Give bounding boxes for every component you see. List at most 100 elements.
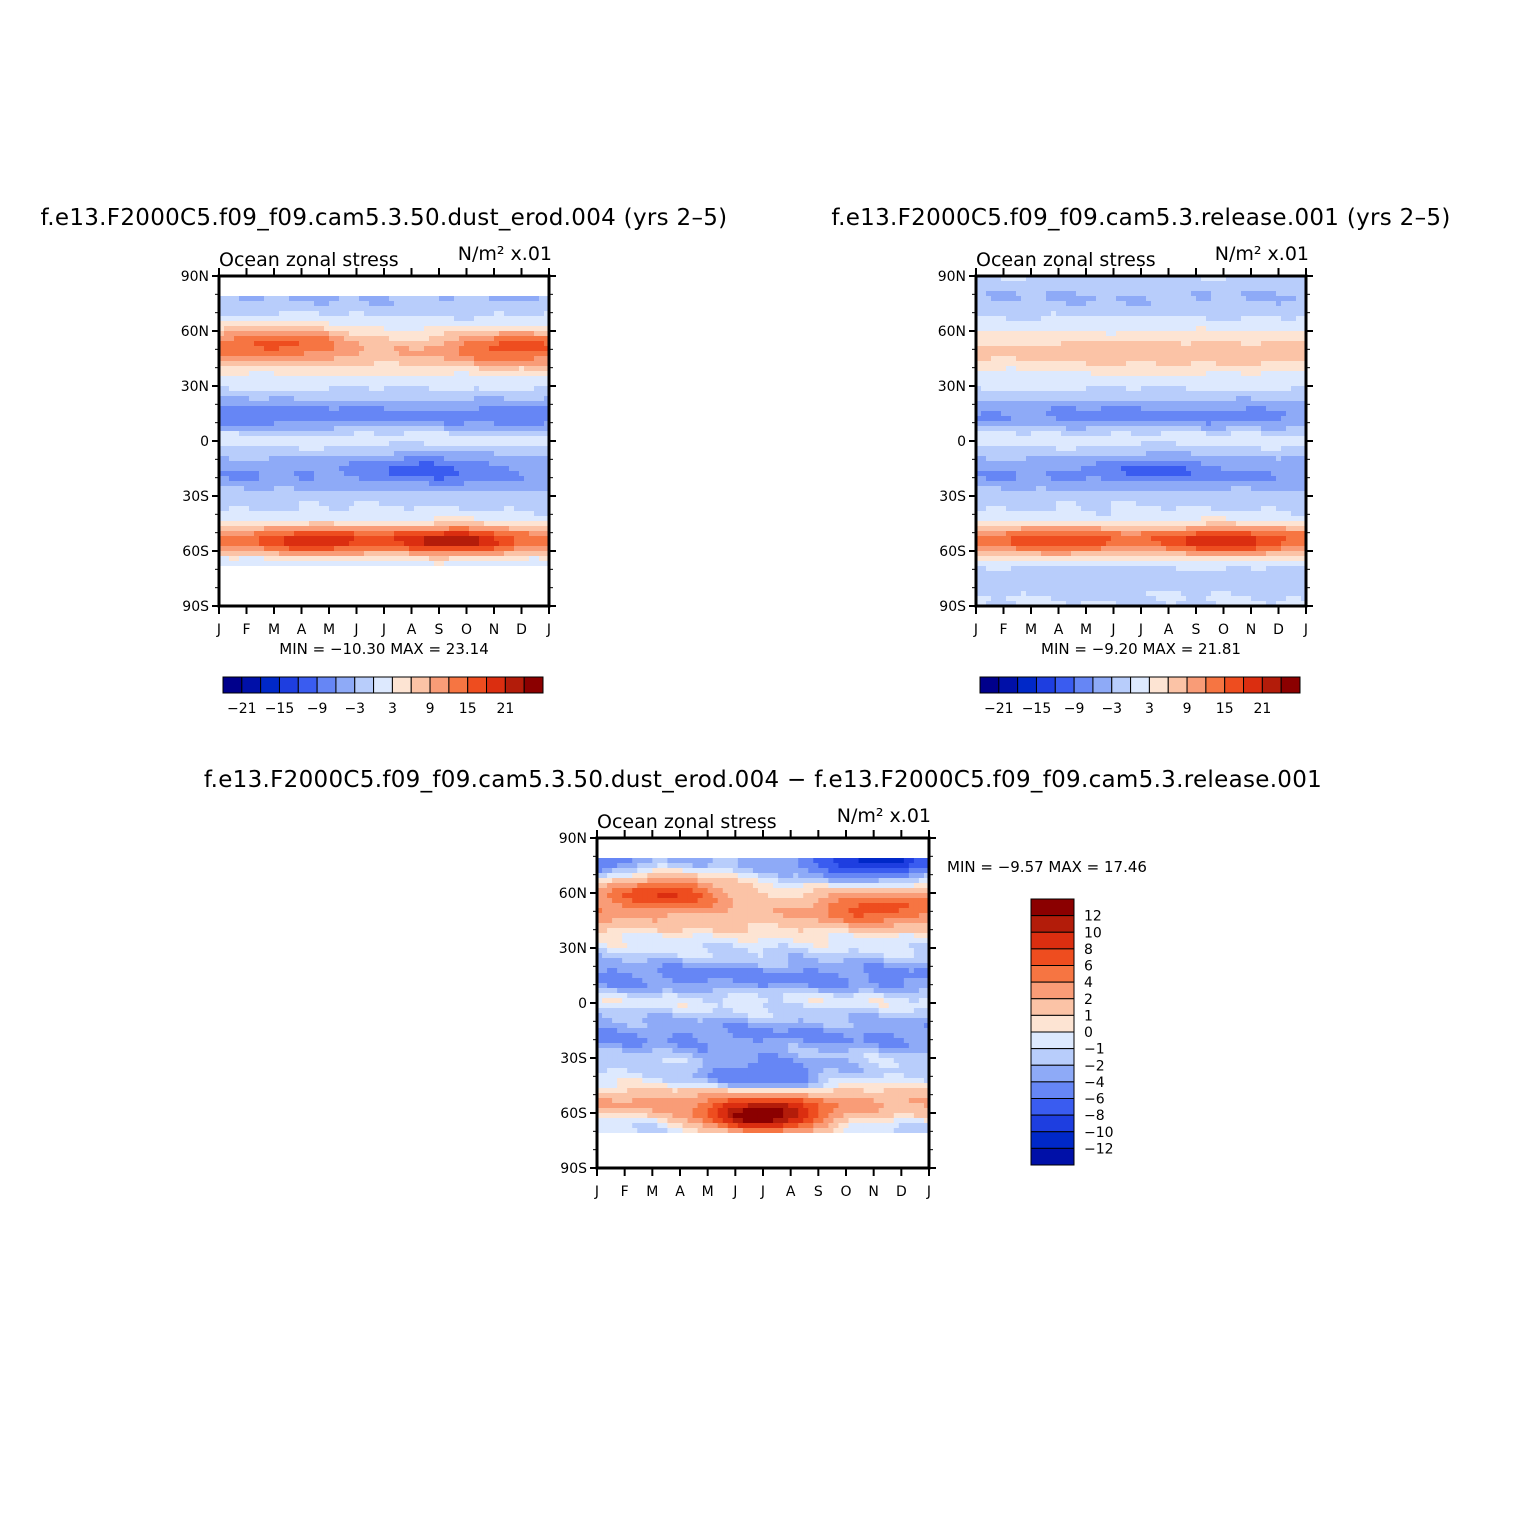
field-cell (234, 446, 240, 452)
field-cell (374, 596, 380, 602)
field-cell (284, 491, 290, 497)
field-cell (434, 426, 440, 432)
field-cell (374, 391, 380, 397)
field-cell (234, 291, 240, 297)
field-cell (259, 351, 265, 357)
field-cell (414, 386, 420, 392)
field-cell (981, 286, 987, 292)
field-cell (279, 481, 285, 487)
field-cell (444, 556, 450, 562)
field-cell (484, 561, 490, 567)
field-cell (1021, 296, 1027, 302)
field-cell (349, 576, 355, 582)
field-cell (449, 556, 455, 562)
field-cell (449, 391, 455, 397)
field-cell (334, 331, 340, 337)
field-cell (1051, 286, 1057, 292)
field-cell (1066, 286, 1072, 292)
field-cell (529, 416, 535, 422)
field-cell (384, 386, 390, 392)
field-cell (259, 386, 265, 392)
field-cell (504, 471, 510, 477)
field-cell (344, 296, 350, 302)
field-cell (414, 516, 420, 522)
field-cell (469, 456, 475, 462)
field-cell (504, 441, 510, 447)
field-cell (329, 561, 335, 567)
field-cell (369, 596, 375, 602)
field-cell (389, 486, 395, 492)
field-cell (1216, 286, 1222, 292)
field-cell (429, 391, 435, 397)
field-cell (309, 596, 315, 602)
field-cell (399, 571, 405, 577)
field-cell (279, 476, 285, 482)
field-cell (334, 416, 340, 422)
field-cell (981, 311, 987, 317)
field-cell (484, 571, 490, 577)
field-cell (509, 351, 515, 357)
field-cell (529, 376, 535, 382)
field-cell (319, 466, 325, 472)
field-cell (309, 296, 315, 302)
field-cell (409, 446, 415, 452)
field-cell (489, 421, 495, 427)
field-cell (419, 556, 425, 562)
field-cell (464, 461, 470, 467)
field-cell (479, 426, 485, 432)
field-cell (414, 496, 420, 502)
field-cell (444, 486, 450, 492)
field-cell (454, 396, 460, 402)
colorbar-label: 3 (388, 701, 397, 717)
field-cell (259, 501, 265, 507)
field-cell (384, 401, 390, 407)
field-cell (309, 316, 315, 322)
field-cell (379, 416, 385, 422)
field-cell (469, 521, 475, 527)
field-cell (534, 291, 540, 297)
field-cell (1026, 296, 1032, 302)
field-cell (539, 321, 545, 327)
field-cell (249, 336, 255, 342)
field-cell (304, 401, 310, 407)
field-cell (1076, 281, 1082, 287)
field-cell (354, 381, 360, 387)
field-cell (1166, 281, 1172, 287)
field-cell (389, 521, 395, 527)
field-cell (514, 421, 520, 427)
field-cell (1281, 301, 1287, 307)
field-cell (274, 541, 280, 547)
field-cell (349, 591, 355, 597)
field-cell (439, 286, 445, 292)
field-cell (354, 426, 360, 432)
field-cell (489, 461, 495, 467)
field-cell (449, 491, 455, 497)
field-cell (1261, 306, 1267, 312)
field-cell (489, 481, 495, 487)
field-cell (319, 366, 325, 372)
field-cell (524, 376, 530, 382)
field-cell (319, 526, 325, 532)
field-cell (274, 446, 280, 452)
field-cell (479, 371, 485, 377)
field-cell (249, 326, 255, 332)
field-cell (404, 286, 410, 292)
field-cell (1216, 281, 1222, 287)
field-cell (1031, 281, 1037, 287)
field-cell (1266, 281, 1272, 287)
field-cell (394, 481, 400, 487)
field-cell (414, 411, 420, 417)
field-cell (1226, 291, 1232, 297)
field-cell (364, 321, 370, 327)
field-cell (494, 486, 500, 492)
field-cell (404, 356, 410, 362)
field-cell (484, 291, 490, 297)
field-cell (374, 431, 380, 437)
field-cell (404, 436, 410, 442)
field-cell (1236, 281, 1242, 287)
field-cell (1171, 286, 1177, 292)
field-cell (229, 331, 235, 337)
field-cell (244, 346, 250, 352)
field-cell (264, 441, 270, 447)
field-cell (514, 491, 520, 497)
